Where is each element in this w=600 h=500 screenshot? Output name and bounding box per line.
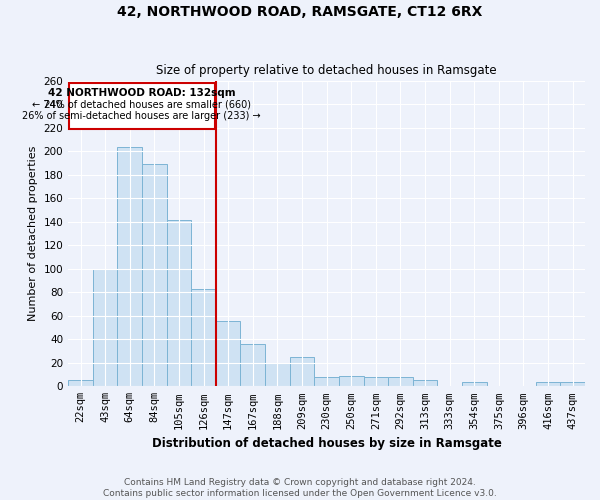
Bar (118, 146, 142, 386)
Bar (167, 220, 191, 386)
Bar (560, 382, 585, 386)
Bar (314, 377, 339, 386)
Bar (191, 289, 216, 386)
Bar (265, 363, 290, 386)
Text: Contains HM Land Registry data © Crown copyright and database right 2024.
Contai: Contains HM Land Registry data © Crown c… (103, 478, 497, 498)
Bar (93, 269, 118, 386)
Bar (142, 164, 167, 386)
Text: 26% of semi-detached houses are larger (233) →: 26% of semi-detached houses are larger (… (22, 111, 261, 121)
Bar (413, 380, 437, 386)
Bar (290, 357, 314, 386)
FancyBboxPatch shape (69, 84, 215, 129)
Bar (388, 377, 413, 386)
Text: ← 74% of detached houses are smaller (660): ← 74% of detached houses are smaller (66… (32, 100, 251, 110)
Title: Size of property relative to detached houses in Ramsgate: Size of property relative to detached ho… (156, 64, 497, 77)
Y-axis label: Number of detached properties: Number of detached properties (28, 146, 38, 322)
Bar (364, 377, 388, 386)
Bar (339, 376, 364, 386)
Text: 42, NORTHWOOD ROAD, RAMSGATE, CT12 6RX: 42, NORTHWOOD ROAD, RAMSGATE, CT12 6RX (118, 5, 482, 19)
Bar (536, 382, 560, 386)
Text: 42 NORTHWOOD ROAD: 132sqm: 42 NORTHWOOD ROAD: 132sqm (48, 88, 235, 98)
X-axis label: Distribution of detached houses by size in Ramsgate: Distribution of detached houses by size … (152, 437, 502, 450)
Bar (216, 320, 241, 386)
Bar (462, 382, 487, 386)
Bar (241, 344, 265, 387)
Bar (68, 380, 93, 386)
